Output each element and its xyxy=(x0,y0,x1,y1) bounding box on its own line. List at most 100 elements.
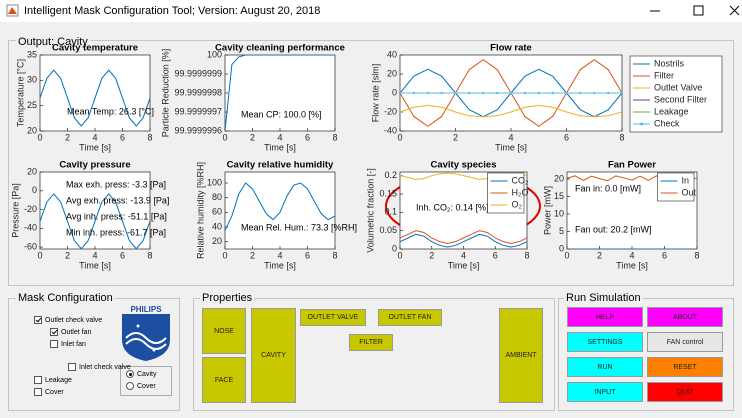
plot-area xyxy=(39,54,151,132)
radio-button[interactable]: Cavity xyxy=(126,370,156,378)
radio-circle[interactable] xyxy=(126,382,134,390)
checkbox-box[interactable] xyxy=(34,316,42,324)
radio-label: Cavity xyxy=(137,370,157,378)
y-tick-label: 20 xyxy=(212,236,222,246)
checkbox-box[interactable] xyxy=(34,388,42,396)
x-tick-label: 4 xyxy=(277,132,282,142)
property-button[interactable]: OUTLET FAN xyxy=(378,309,442,326)
run-button[interactable]: FAN control xyxy=(647,332,723,352)
y-tick-label: 20 xyxy=(27,125,37,135)
line xyxy=(400,230,527,245)
x-axis-label: Time [s] xyxy=(79,142,111,152)
chart-title: Cavity cleaning performance xyxy=(215,43,345,54)
x-tick-label: 0 xyxy=(222,132,227,142)
checkbox-box[interactable] xyxy=(68,363,76,371)
x-tick-label: 2 xyxy=(453,132,458,142)
property-button[interactable]: FACE xyxy=(202,357,246,403)
y-tick-label: 99.9999996 xyxy=(174,125,222,135)
annotation: Mean Temp: 26.3 [°C] xyxy=(67,106,154,116)
marker xyxy=(509,91,513,95)
legend xyxy=(657,172,695,202)
line xyxy=(40,69,150,127)
marker xyxy=(398,91,402,95)
y-axis-label: Particle Reduction [%] xyxy=(160,49,170,138)
title-bar-icons xyxy=(6,4,740,17)
chart-title: Flow rate xyxy=(490,43,532,54)
run-button[interactable]: INPUT xyxy=(567,382,643,402)
property-button[interactable]: OUTLET VALVE xyxy=(300,309,366,326)
x-tick-label: 8 xyxy=(332,250,337,260)
y-tick-label: -20 xyxy=(384,106,397,116)
marker xyxy=(426,91,429,95)
x-tick-label: 0 xyxy=(564,250,569,260)
x-tick-label: 8 xyxy=(694,250,699,260)
radio-button[interactable]: Cover xyxy=(126,382,156,390)
x-tick-label: 4 xyxy=(92,132,97,142)
checkbox-box[interactable] xyxy=(50,340,58,348)
chart-title: Cavity species xyxy=(430,160,496,171)
x-tick-label: 8 xyxy=(524,250,529,260)
radio-group xyxy=(120,366,172,396)
y-axis-label: Relative humidity [%RH] xyxy=(195,162,205,259)
y-tick-label: 30 xyxy=(27,75,37,85)
x-tick-label: 0 xyxy=(222,250,227,260)
y-tick-label: 0.2 xyxy=(384,170,397,180)
y-tick-label: 99.9999998 xyxy=(174,87,222,97)
run-button[interactable]: SETTINGS xyxy=(567,332,643,352)
marker xyxy=(551,91,554,95)
checkbox[interactable]: Outlet check valve xyxy=(34,316,102,324)
chart-title: Cavity relative humidity xyxy=(227,160,334,171)
property-button[interactable]: AMBIENT xyxy=(499,308,543,403)
annotation: Fan out: 20.2 [mW] xyxy=(575,224,652,234)
run-button[interactable]: RESET xyxy=(647,357,723,377)
x-axis-label: Time [s] xyxy=(448,260,480,270)
x-axis-label: Time [s] xyxy=(79,260,111,270)
x-tick-label: 0 xyxy=(397,250,402,260)
panel-title: Run Simulation xyxy=(564,292,643,304)
philips-logo: PHILIPS xyxy=(122,305,170,361)
x-tick-label: 0 xyxy=(37,132,42,142)
x-tick-label: 6 xyxy=(120,132,125,142)
checkbox-label: Inlet check valve xyxy=(79,363,131,371)
chart-title: Cavity temperature xyxy=(52,43,138,54)
checkbox[interactable]: Inlet check valve xyxy=(68,363,131,371)
run-button[interactable]: HELP xyxy=(567,307,643,327)
run-simulation-panel xyxy=(558,298,734,411)
x-tick-label: 4 xyxy=(92,250,97,260)
y-tick-label: 100 xyxy=(207,49,222,59)
properties-panel xyxy=(193,298,555,411)
property-button[interactable]: CAVITY xyxy=(251,308,296,403)
property-button[interactable]: NOSE xyxy=(202,308,246,354)
x-tick-label: 8 xyxy=(619,132,624,142)
y-tick-label: 100 xyxy=(207,177,222,187)
maximize-button[interactable] xyxy=(693,5,704,16)
property-button[interactable]: FILTER xyxy=(349,334,393,351)
checkbox-box[interactable] xyxy=(34,376,42,384)
panel-title: Mask Configuration xyxy=(16,292,115,304)
legend-label: In xyxy=(682,175,690,185)
check-mark xyxy=(35,316,42,323)
radio-label: Cover xyxy=(137,382,156,390)
x-tick-label: 4 xyxy=(277,250,282,260)
run-button[interactable]: ABOUT xyxy=(647,307,723,327)
run-button[interactable]: RUN xyxy=(567,357,643,377)
radio-circle[interactable] xyxy=(126,370,134,378)
checkbox-label: Inlet fan xyxy=(61,340,86,348)
x-axis-label: Time [s] xyxy=(264,260,296,270)
y-tick-label: 60 xyxy=(212,207,222,217)
y-tick-label: -20 xyxy=(24,204,37,214)
checkbox[interactable]: Inlet fan xyxy=(50,340,86,348)
checkbox[interactable]: Outlet fan xyxy=(50,328,91,336)
y-tick-label: 0.1 xyxy=(384,207,397,217)
checkbox-box[interactable] xyxy=(50,328,58,336)
run-button[interactable]: QUIT xyxy=(647,382,723,402)
checkbox-label: Outlet fan xyxy=(61,328,92,336)
window-title: Intelligent Mask Configuration Tool; Ver… xyxy=(24,5,321,17)
x-tick-label: 6 xyxy=(305,132,310,142)
y-axis-label: Temperature [°C] xyxy=(15,59,25,127)
checkbox[interactable]: Leakage xyxy=(34,376,72,384)
close-button[interactable] xyxy=(729,5,740,16)
checkbox[interactable]: Cover xyxy=(34,388,64,396)
marker xyxy=(412,91,416,95)
